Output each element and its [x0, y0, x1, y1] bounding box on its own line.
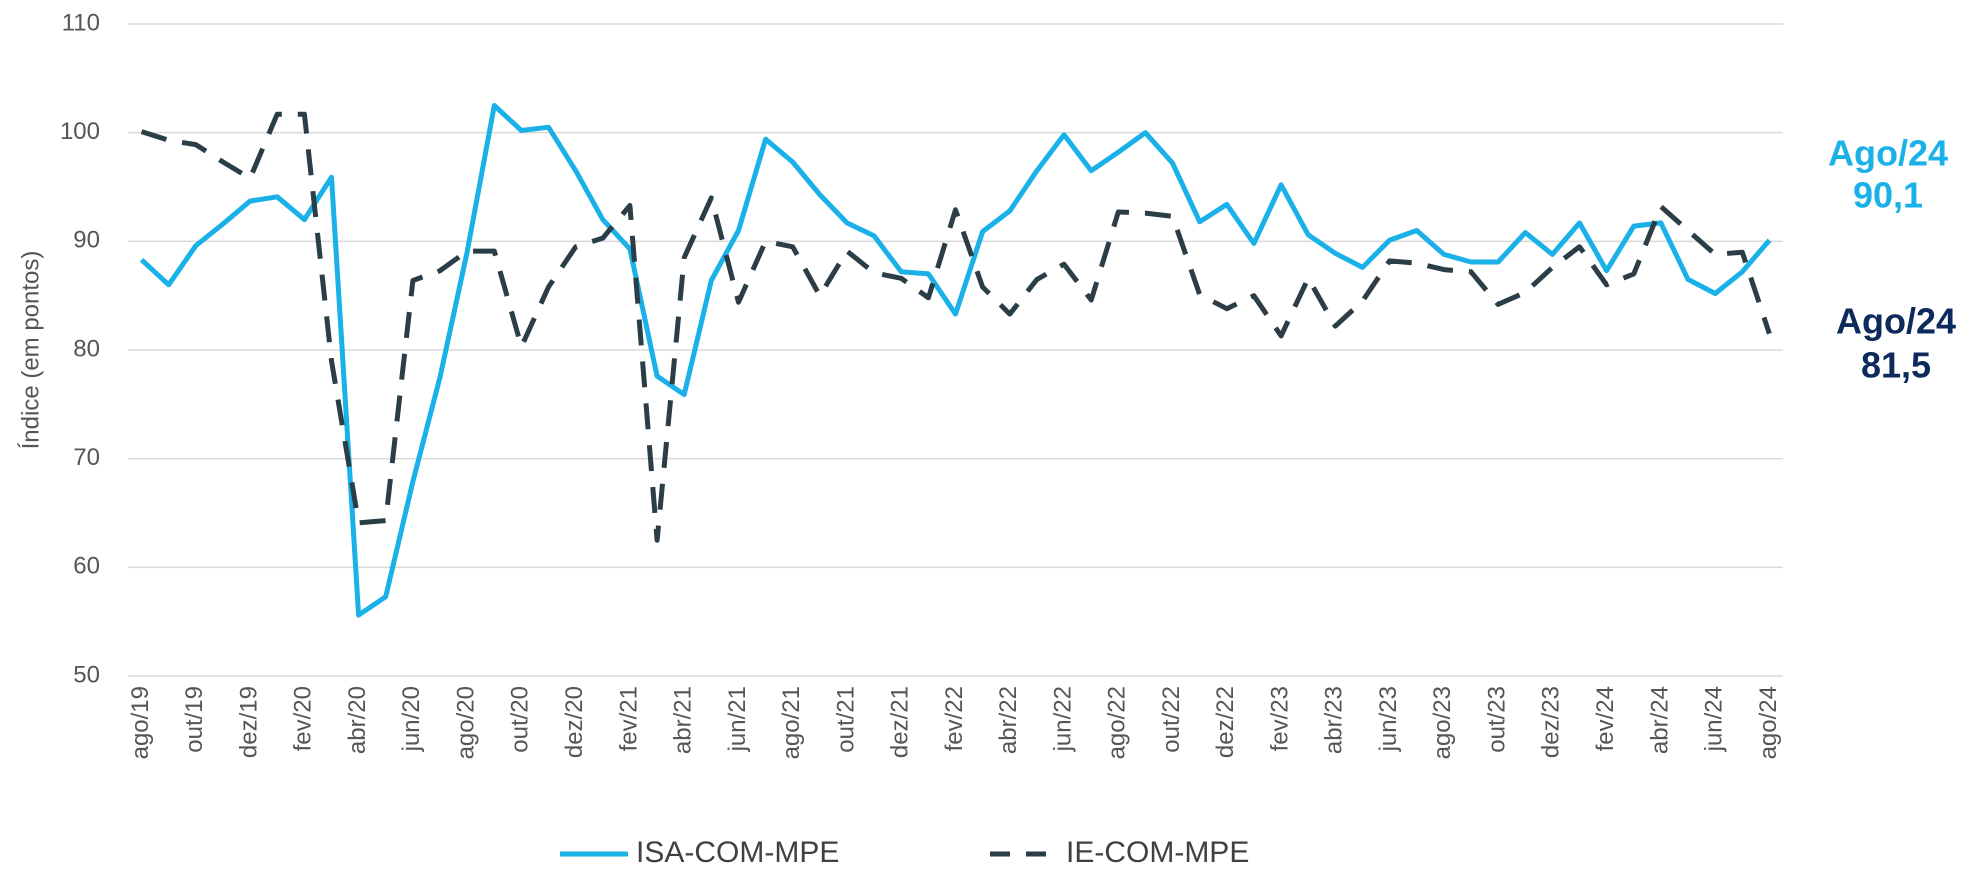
y-axis-label: Índice (em pontos) — [17, 251, 44, 450]
x-tick-label: abr/21 — [670, 686, 697, 754]
series-line — [140, 111, 1772, 543]
x-tick-label: ago/20 — [452, 686, 479, 759]
x-tick-label: fev/20 — [290, 686, 317, 751]
x-tick-label: ago/21 — [778, 686, 805, 759]
annotation: Ago/24 — [1836, 301, 1956, 342]
x-tick-label: dez/22 — [1212, 686, 1239, 758]
x-tick-label: dez/21 — [887, 686, 914, 758]
x-tick-label: jun/20 — [398, 686, 425, 752]
y-tick-label: 50 — [73, 661, 100, 688]
x-tick-label: ago/23 — [1429, 686, 1456, 759]
legend-label: IE-COM-MPE — [1066, 836, 1249, 869]
x-tick-label: abr/22 — [995, 686, 1022, 754]
x-tick-label: abr/24 — [1646, 686, 1673, 754]
annotation: Ago/24 — [1828, 133, 1948, 174]
x-tick-label: ago/24 — [1755, 686, 1782, 759]
y-tick-label: 110 — [62, 9, 100, 36]
legend-label: ISA-COM-MPE — [636, 836, 839, 869]
y-tick-label: 70 — [73, 444, 100, 471]
x-tick-label: fev/24 — [1592, 686, 1619, 751]
x-tick-label: dez/23 — [1538, 686, 1565, 758]
x-tick-label: abr/23 — [1321, 686, 1348, 754]
x-tick-label: jun/22 — [1049, 686, 1076, 752]
x-tick-label: fev/21 — [615, 686, 642, 751]
annotation: 81,5 — [1861, 345, 1931, 386]
annotation: 90,1 — [1853, 175, 1923, 216]
x-tick-label: fev/23 — [1266, 686, 1293, 751]
y-tick-label: 90 — [73, 227, 100, 254]
x-tick-label: abr/20 — [344, 686, 371, 754]
y-tick-label: 100 — [60, 118, 100, 145]
x-tick-label: fev/22 — [941, 686, 968, 751]
x-tick-label: dez/20 — [561, 686, 588, 758]
x-tick-label: out/19 — [181, 686, 208, 753]
x-tick-label: jun/23 — [1375, 686, 1402, 752]
series-line — [139, 103, 1772, 618]
x-tick-label: jun/21 — [724, 686, 751, 752]
x-tick-label: ago/22 — [1104, 686, 1131, 759]
x-tick-label: out/23 — [1483, 686, 1510, 753]
x-tick-label: out/21 — [832, 686, 859, 753]
y-tick-label: 60 — [73, 553, 100, 580]
y-tick-label: 80 — [73, 335, 100, 362]
x-tick-label: jun/24 — [1701, 686, 1728, 752]
x-tick-label: ago/19 — [127, 686, 154, 759]
x-tick-label: dez/19 — [235, 686, 262, 758]
x-tick-label: out/20 — [507, 686, 534, 753]
x-tick-label: out/22 — [1158, 686, 1185, 753]
